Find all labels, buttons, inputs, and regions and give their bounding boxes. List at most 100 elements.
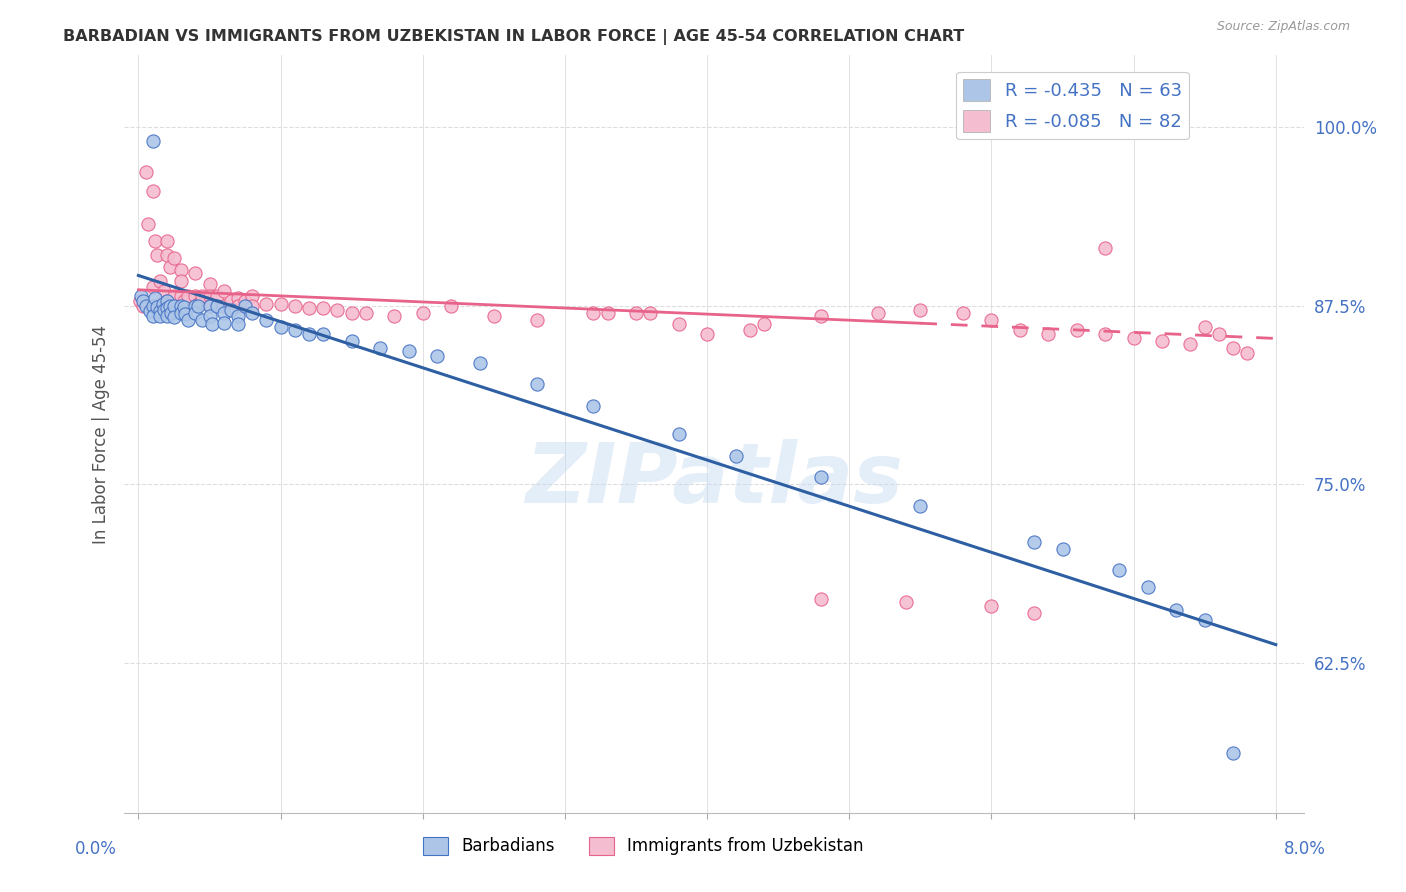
Point [1194, 613, 1216, 627]
Point [153, 284, 176, 298]
Y-axis label: In Labor Force | Age 45-54: In Labor Force | Age 45-54 [93, 325, 110, 544]
Point [1094, 327, 1116, 342]
Point [226, 317, 249, 331]
Point [170, 306, 193, 320]
Point [312, 301, 335, 316]
Point [156, 309, 179, 323]
Point [152, 297, 174, 311]
Point [156, 248, 179, 262]
Point [131, 294, 153, 309]
Point [146, 300, 169, 314]
Point [135, 165, 157, 179]
Point [668, 427, 690, 442]
Point [240, 306, 263, 320]
Point [468, 356, 491, 370]
Point [1136, 581, 1159, 595]
Point [173, 294, 195, 309]
Point [270, 297, 292, 311]
Point [145, 234, 167, 248]
Point [135, 299, 157, 313]
Point [952, 306, 974, 320]
Point [240, 288, 263, 302]
Text: 8.0%: 8.0% [1284, 840, 1326, 858]
Point [212, 316, 235, 330]
Point [1194, 320, 1216, 334]
Point [150, 297, 173, 311]
Point [142, 184, 165, 198]
Point [810, 591, 832, 606]
Point [163, 252, 186, 266]
Point [201, 317, 224, 331]
Legend: R = -0.435   N = 63, R = -0.085   N = 82: R = -0.435 N = 63, R = -0.085 N = 82 [956, 71, 1189, 139]
Point [160, 306, 183, 320]
Point [177, 288, 200, 302]
Point [159, 299, 181, 313]
Point [184, 266, 207, 280]
Point [596, 306, 619, 320]
Point [910, 499, 932, 513]
Point [1236, 345, 1258, 359]
Point [142, 299, 165, 313]
Point [382, 309, 405, 323]
Point [191, 288, 214, 302]
Point [149, 309, 172, 323]
Point [153, 302, 176, 317]
Point [980, 313, 1002, 327]
Point [198, 299, 221, 313]
Point [142, 280, 165, 294]
Point [1150, 334, 1173, 349]
Point [1122, 331, 1144, 345]
Point [526, 313, 548, 327]
Point [1052, 541, 1074, 556]
Point [1166, 603, 1188, 617]
Point [810, 470, 832, 484]
Point [170, 299, 193, 313]
Point [412, 306, 434, 320]
Point [170, 262, 193, 277]
Point [205, 299, 228, 313]
Point [170, 288, 193, 302]
Point [1094, 241, 1116, 255]
Point [582, 399, 605, 413]
Point [233, 294, 256, 309]
Point [1180, 337, 1202, 351]
Point [142, 134, 165, 148]
Point [752, 317, 775, 331]
Point [1108, 563, 1130, 577]
Point [866, 306, 889, 320]
Point [205, 288, 228, 302]
Point [354, 306, 377, 320]
Point [254, 297, 277, 311]
Point [156, 294, 179, 309]
Point [226, 299, 249, 313]
Point [1222, 342, 1244, 356]
Point [198, 288, 221, 302]
Point [156, 234, 179, 248]
Point [149, 274, 172, 288]
Point [1038, 327, 1060, 342]
Point [149, 304, 172, 318]
Point [177, 313, 200, 327]
Point [298, 301, 321, 316]
Point [219, 294, 242, 309]
Point [298, 327, 321, 342]
Point [174, 307, 197, 321]
Point [340, 306, 363, 320]
Point [145, 292, 167, 306]
Point [212, 299, 235, 313]
Point [233, 299, 256, 313]
Point [624, 306, 647, 320]
Point [398, 344, 420, 359]
Point [163, 310, 186, 324]
Point [187, 299, 209, 313]
Point [212, 284, 235, 298]
Point [226, 309, 249, 323]
Point [184, 306, 207, 320]
Text: BARBADIAN VS IMMIGRANTS FROM UZBEKISTAN IN LABOR FORCE | AGE 45-54 CORRELATION C: BARBADIAN VS IMMIGRANTS FROM UZBEKISTAN … [63, 29, 965, 45]
Point [219, 302, 242, 317]
Point [254, 313, 277, 327]
Point [142, 309, 165, 323]
Point [980, 599, 1002, 613]
Point [638, 306, 661, 320]
Point [340, 334, 363, 349]
